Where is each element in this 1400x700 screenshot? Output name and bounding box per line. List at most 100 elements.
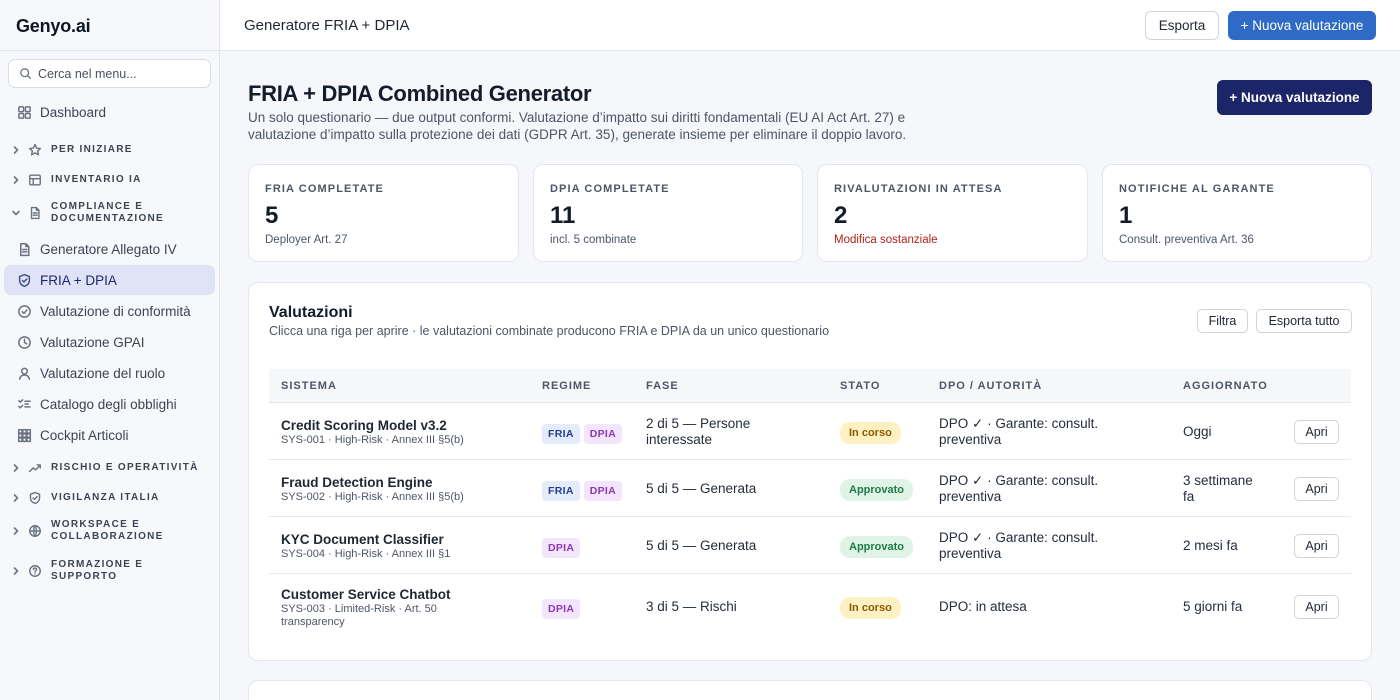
- status-badge: Approvato: [840, 536, 913, 558]
- regime-tags: FRIA DPIA: [542, 424, 626, 444]
- regime-tags: DPIA: [542, 599, 584, 619]
- sidebar-group-per-iniziare[interactable]: PER INIZIARE: [10, 142, 215, 158]
- assessments-panel: Valutazioni Clicca una riga per aprire ·…: [248, 282, 1372, 661]
- dpo-authority: DPO ✓ · Garante: consult. preventiva: [939, 416, 1099, 447]
- sidebar-item-label: Generatore Allegato IV: [40, 241, 177, 257]
- sidebar-group-label: WORKSPACE E COLLABORAZIONE: [51, 519, 164, 542]
- stat-value: 5: [265, 202, 279, 229]
- panel-subtitle: Clicca una riga per aprire · le valutazi…: [269, 324, 830, 338]
- sidebar-item-dashboard[interactable]: Dashboard: [4, 97, 215, 127]
- sidebar-item-label: Valutazione di conformità: [40, 303, 191, 319]
- filter-button[interactable]: Filtra: [1197, 309, 1248, 333]
- sidebar-item-cockpit[interactable]: Cockpit Articoli: [4, 420, 215, 450]
- open-button[interactable]: Apri: [1294, 534, 1339, 558]
- grid-icon: [16, 427, 32, 443]
- stat-note: incl. 5 combinate: [550, 234, 637, 246]
- divider: [0, 50, 219, 51]
- sidebar-item-label: FRIA + DPIA: [40, 272, 117, 288]
- grid-icon: [16, 104, 32, 120]
- phase: 3 di 5 — Rischi: [646, 599, 737, 614]
- dpia-tag: DPIA: [583, 424, 622, 444]
- next-panel: [248, 680, 1372, 700]
- open-button[interactable]: Apri: [1294, 477, 1339, 501]
- export-all-button[interactable]: Esporta tutto: [1256, 309, 1352, 333]
- sidebar-group-formazione[interactable]: FORMAZIONE E SUPPORTO: [10, 559, 215, 583]
- sidebar-group-vigilanza[interactable]: VIGILANZA ITALIA: [10, 490, 215, 506]
- status-badge: Approvato: [840, 479, 913, 501]
- shield-icon: [27, 490, 43, 506]
- sidebar-item-conformita[interactable]: Valutazione di conformità: [4, 296, 215, 326]
- system-name: Fraud Detection Engine: [281, 475, 433, 490]
- sidebar-item-label: Valutazione del ruolo: [40, 365, 166, 381]
- page-title: FRIA + DPIA Combined Generator: [248, 81, 592, 106]
- updated: 3 settimane fa: [1183, 473, 1253, 504]
- column-header-regime[interactable]: REGIME: [542, 380, 592, 392]
- fria-tag: FRIA: [542, 481, 580, 501]
- checklist-icon: [16, 396, 32, 412]
- updated: Oggi: [1183, 424, 1212, 439]
- column-header-fase[interactable]: FASE: [646, 380, 679, 392]
- sidebar-item-ruolo[interactable]: Valutazione del ruolo: [4, 358, 215, 388]
- topbar-title: Generatore FRIA + DPIA: [244, 17, 410, 34]
- sidebar-item-fria-dpia[interactable]: FRIA + DPIA: [4, 265, 215, 295]
- stat-value: 1: [1119, 202, 1133, 229]
- stat-card-dpia: DPIA COMPLETATE 11 incl. 5 combinate: [533, 164, 803, 262]
- dpia-tag: DPIA: [583, 481, 622, 501]
- document-icon: [27, 205, 43, 221]
- system-name: Customer Service Chatbot: [281, 587, 451, 602]
- help-circle-icon: [27, 563, 43, 579]
- shield-icon: [16, 272, 32, 288]
- open-button[interactable]: Apri: [1294, 595, 1339, 619]
- trend-icon: [27, 460, 43, 476]
- system-name: KYC Document Classifier: [281, 532, 444, 547]
- new-assessment-button[interactable]: + Nuova valutazione: [1228, 11, 1376, 40]
- phase: 2 di 5 — Persone interessate: [646, 416, 751, 447]
- sidebar-group-inventario[interactable]: INVENTARIO IA: [10, 172, 215, 188]
- stat-label: NOTIFICHE AL GARANTE: [1119, 183, 1275, 195]
- dpia-tag: DPIA: [542, 599, 581, 619]
- chevron-right-icon: [10, 565, 22, 577]
- sidebar-item-gpai[interactable]: Valutazione GPAI: [4, 327, 215, 357]
- menu-search[interactable]: [8, 59, 211, 88]
- stat-note: Consult. preventiva Art. 36: [1119, 234, 1254, 246]
- table-row[interactable]: Credit Scoring Model v3.2 SYS-001 · High…: [269, 403, 1351, 460]
- export-button[interactable]: Esporta: [1145, 11, 1219, 40]
- search-input[interactable]: [38, 66, 198, 81]
- sidebar-item-allegato-iv[interactable]: Generatore Allegato IV: [4, 234, 215, 264]
- stat-card-notifiche: NOTIFICHE AL GARANTE 1 Consult. preventi…: [1102, 164, 1372, 262]
- regime-tags: FRIA DPIA: [542, 481, 626, 501]
- sidebar-group-label: COMPLIANCE E DOCUMENTAZIONE: [51, 201, 165, 224]
- logo[interactable]: Genyo.ai: [16, 16, 91, 36]
- sidebar-group-label: VIGILANZA ITALIA: [51, 492, 160, 503]
- table-row[interactable]: KYC Document Classifier SYS-004 · High-R…: [269, 517, 1351, 574]
- sidebar-item-obblighi[interactable]: Catalogo degli obblighi: [4, 389, 215, 419]
- sidebar-group-rischio[interactable]: RISCHIO E OPERATIVITÀ: [10, 460, 215, 476]
- column-header-aggiornato[interactable]: AGGIORNATO: [1183, 380, 1268, 392]
- panel-title: Valutazioni: [269, 304, 353, 321]
- system-meta: SYS-001 · High-Risk · Annex III §5(b): [281, 434, 464, 446]
- system-name: Credit Scoring Model v3.2: [281, 418, 447, 433]
- open-button[interactable]: Apri: [1294, 420, 1339, 444]
- document-icon: [16, 241, 32, 257]
- column-header-dpo[interactable]: DPO / AUTORITÀ: [939, 380, 1043, 392]
- column-header-stato[interactable]: STATO: [840, 380, 881, 392]
- status-cell: Approvato: [840, 479, 913, 501]
- sidebar-item-label: Cockpit Articoli: [40, 427, 129, 443]
- sidebar-group-label: RISCHIO E OPERATIVITÀ: [51, 462, 199, 473]
- dpia-tag: DPIA: [542, 538, 581, 558]
- table-row[interactable]: Fraud Detection Engine SYS-002 · High-Ri…: [269, 460, 1351, 517]
- sidebar-group-compliance[interactable]: COMPLIANCE E DOCUMENTAZIONE: [10, 201, 215, 225]
- sidebar-item-label: Dashboard: [40, 104, 107, 120]
- table-row[interactable]: Customer Service Chatbot SYS-003 · Limit…: [269, 574, 1351, 640]
- regime-tags: DPIA: [542, 538, 584, 558]
- status-badge: In corso: [840, 597, 901, 619]
- dpo-authority: DPO ✓ · Garante: consult. preventiva: [939, 473, 1099, 504]
- chevron-right-icon: [10, 174, 22, 186]
- stat-value: 11: [550, 202, 576, 229]
- sidebar-group-workspace[interactable]: WORKSPACE E COLLABORAZIONE: [10, 519, 215, 543]
- system-meta: SYS-004 · High-Risk · Annex III §1: [281, 548, 451, 560]
- new-assessment-primary-button[interactable]: + Nuova valutazione: [1217, 80, 1372, 115]
- column-header-sistema[interactable]: SISTEMA: [281, 380, 337, 392]
- system-meta: SYS-003 · Limited-Risk · Art. 50 transpa…: [281, 603, 437, 628]
- sidebar-group-label: INVENTARIO IA: [51, 174, 142, 185]
